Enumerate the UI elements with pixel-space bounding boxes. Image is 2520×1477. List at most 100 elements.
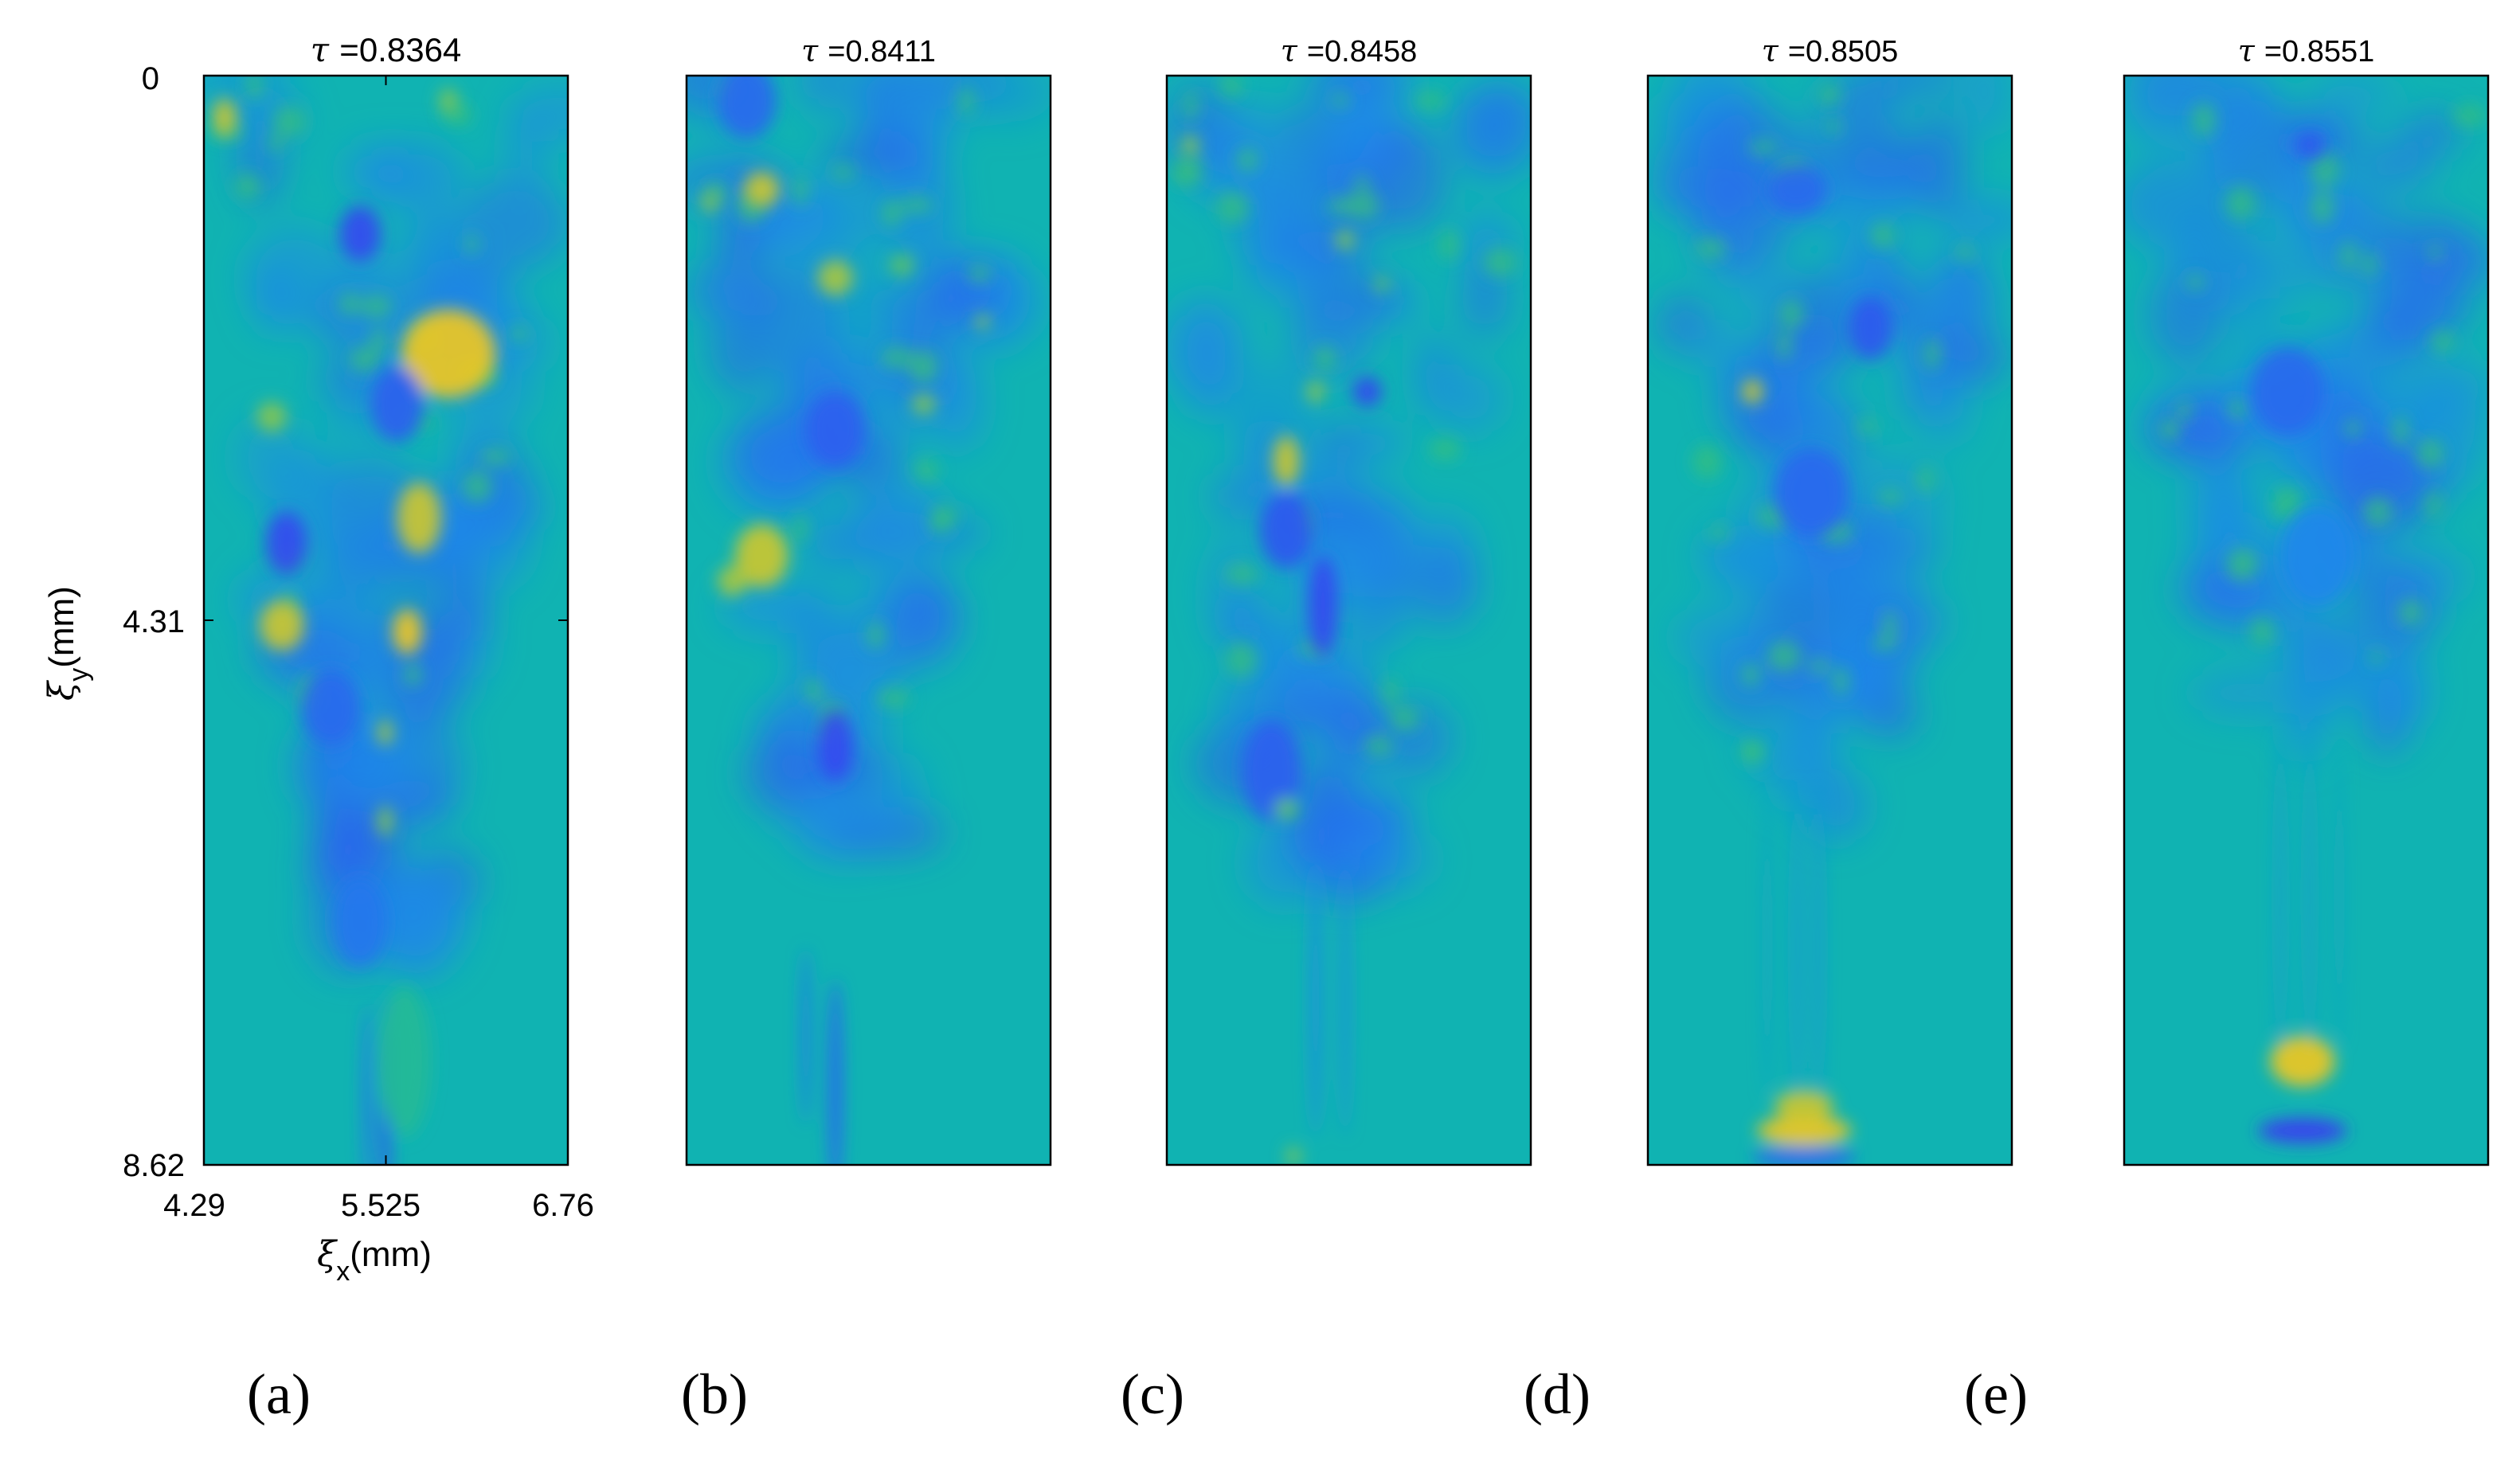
heatmap-panel: τ =0.8551 [2123, 33, 2490, 1166]
turbulence-fleck [2453, 104, 2486, 127]
turbulence-fleck [2310, 190, 2335, 225]
turbulence-fleck [1857, 419, 1879, 433]
turbulence-fleck [361, 295, 392, 318]
turbulence-blob [314, 530, 385, 613]
turbulence-fleck [370, 327, 387, 354]
turbulence-blob [384, 891, 452, 948]
turbulence-blob [1939, 198, 2012, 240]
turbulence-fleck [1219, 76, 1243, 96]
turbulence-blob [330, 740, 415, 803]
panel-frame [1165, 74, 1532, 1166]
turbulence-fleck [2398, 599, 2423, 626]
turbulence-blob [2403, 111, 2463, 153]
heatmap-feature [2336, 745, 2343, 1049]
turbulence-fleck [2393, 414, 2409, 447]
x-tick-label: 6.76 [532, 1188, 594, 1223]
heatmap-feature [1752, 1147, 1856, 1165]
turbulence-fleck [272, 106, 307, 137]
heatmap-feature [2275, 733, 2285, 1061]
heatmap-feature [890, 255, 914, 275]
turbulence-fleck [1415, 92, 1446, 110]
heatmap-feature [912, 393, 936, 415]
panels: τ =0.8364 τ =0.8411 τ =0.8458 τ =0.8505 τ =0… [202, 30, 2490, 1166]
turbulence-fleck [910, 369, 938, 383]
turbulence-blob [2127, 76, 2218, 119]
turbulence-fleck [462, 470, 493, 503]
heatmap-feature [2305, 733, 2315, 1061]
turbulence-fleck [2228, 399, 2248, 418]
turbulence-blob [800, 76, 848, 114]
turbulence-fleck [1364, 736, 1394, 756]
heatmap-feature [1306, 380, 1325, 404]
turbulence-fleck [958, 86, 975, 116]
turbulence-blob [1793, 700, 1835, 773]
turbulence-blob [859, 473, 945, 567]
heatmap-feature [2258, 1118, 2347, 1144]
turbulence-blob [2159, 232, 2209, 286]
heatmap-feature [362, 1004, 372, 1165]
heatmap-feature [828, 979, 843, 1165]
turbulence-fleck [914, 459, 940, 482]
turbulence-blob [1381, 700, 1452, 777]
heatmap-feature [378, 806, 393, 837]
turbulence-fleck [2431, 330, 2455, 353]
turbulence-fleck [349, 346, 381, 373]
heatmap-panel: τ =0.8411 [685, 33, 1052, 1166]
turbulence-blob [687, 76, 714, 117]
turbulence-blob [929, 350, 985, 452]
turbulence-fleck [1346, 190, 1379, 221]
turbulence-blob [1289, 295, 1374, 377]
turbulence-texture [1167, 76, 1531, 907]
heatmap-feature [1285, 1147, 1301, 1165]
heatmap-feature [2428, 246, 2441, 260]
heatmap-feature [1767, 164, 1826, 215]
heatmap-feature [370, 366, 424, 443]
subfigure-label-e: (e) [1964, 1362, 2028, 1426]
heatmap-feature [1740, 740, 1765, 764]
turbulence-blob [1310, 793, 1411, 846]
turbulence-fleck [464, 234, 479, 254]
turbulence-fleck [1748, 140, 1778, 154]
turbulence-blob [886, 576, 961, 658]
heatmap-feature [1792, 783, 1802, 1112]
turbulence-fleck [1708, 526, 1730, 541]
turbulence-blob [2186, 455, 2255, 557]
turbulence-fleck [245, 76, 264, 100]
y-axis-label: ξy(mm) [41, 586, 94, 701]
turbulence-fleck [867, 621, 885, 650]
turbulence-fleck [1808, 658, 1829, 674]
heatmap-feature [333, 877, 387, 967]
turbulence-blob [1686, 319, 1754, 369]
turbulence-fleck [968, 264, 992, 283]
turbulence-fleck [2273, 486, 2302, 522]
turbulence-fleck [2363, 497, 2393, 527]
turbulence-fleck [906, 350, 939, 375]
heatmap-feature [1336, 229, 1354, 251]
turbulence-blob [1462, 260, 1508, 338]
heatmap-feature [1827, 119, 1840, 133]
heatmap-feature [735, 524, 788, 588]
turbulence-blob [1943, 251, 1984, 301]
turbulence-fleck [1955, 245, 1975, 260]
turbulence-blob [311, 785, 367, 891]
x-axis-label: ξx(mm) [317, 1234, 432, 1287]
heatmap-feature [301, 669, 361, 746]
turbulence-fleck [1332, 93, 1350, 107]
heatmap-feature [2161, 420, 2179, 439]
turbulence-blob [1231, 177, 1305, 266]
turbulence-blob [2124, 159, 2219, 249]
turbulence-blob [1717, 351, 1810, 450]
heatmap-feature [378, 985, 431, 1138]
heatmap-feature [2280, 505, 2354, 607]
axes: 0 4.31 8.62 4.29 5.525 6.76 ξx(mm) ξy(mm… [41, 61, 594, 1287]
turbulence-fleck [2225, 548, 2258, 582]
turbulence-blob [721, 581, 817, 634]
turbulence-blob [755, 271, 838, 374]
turbulence-fleck [1778, 328, 1792, 361]
turbulence-blob [1186, 118, 1265, 205]
turbulence-blob [744, 737, 819, 812]
turbulence-fleck [1833, 666, 1849, 696]
turbulence-blob [1914, 109, 1968, 218]
turbulence-blob [404, 208, 474, 282]
